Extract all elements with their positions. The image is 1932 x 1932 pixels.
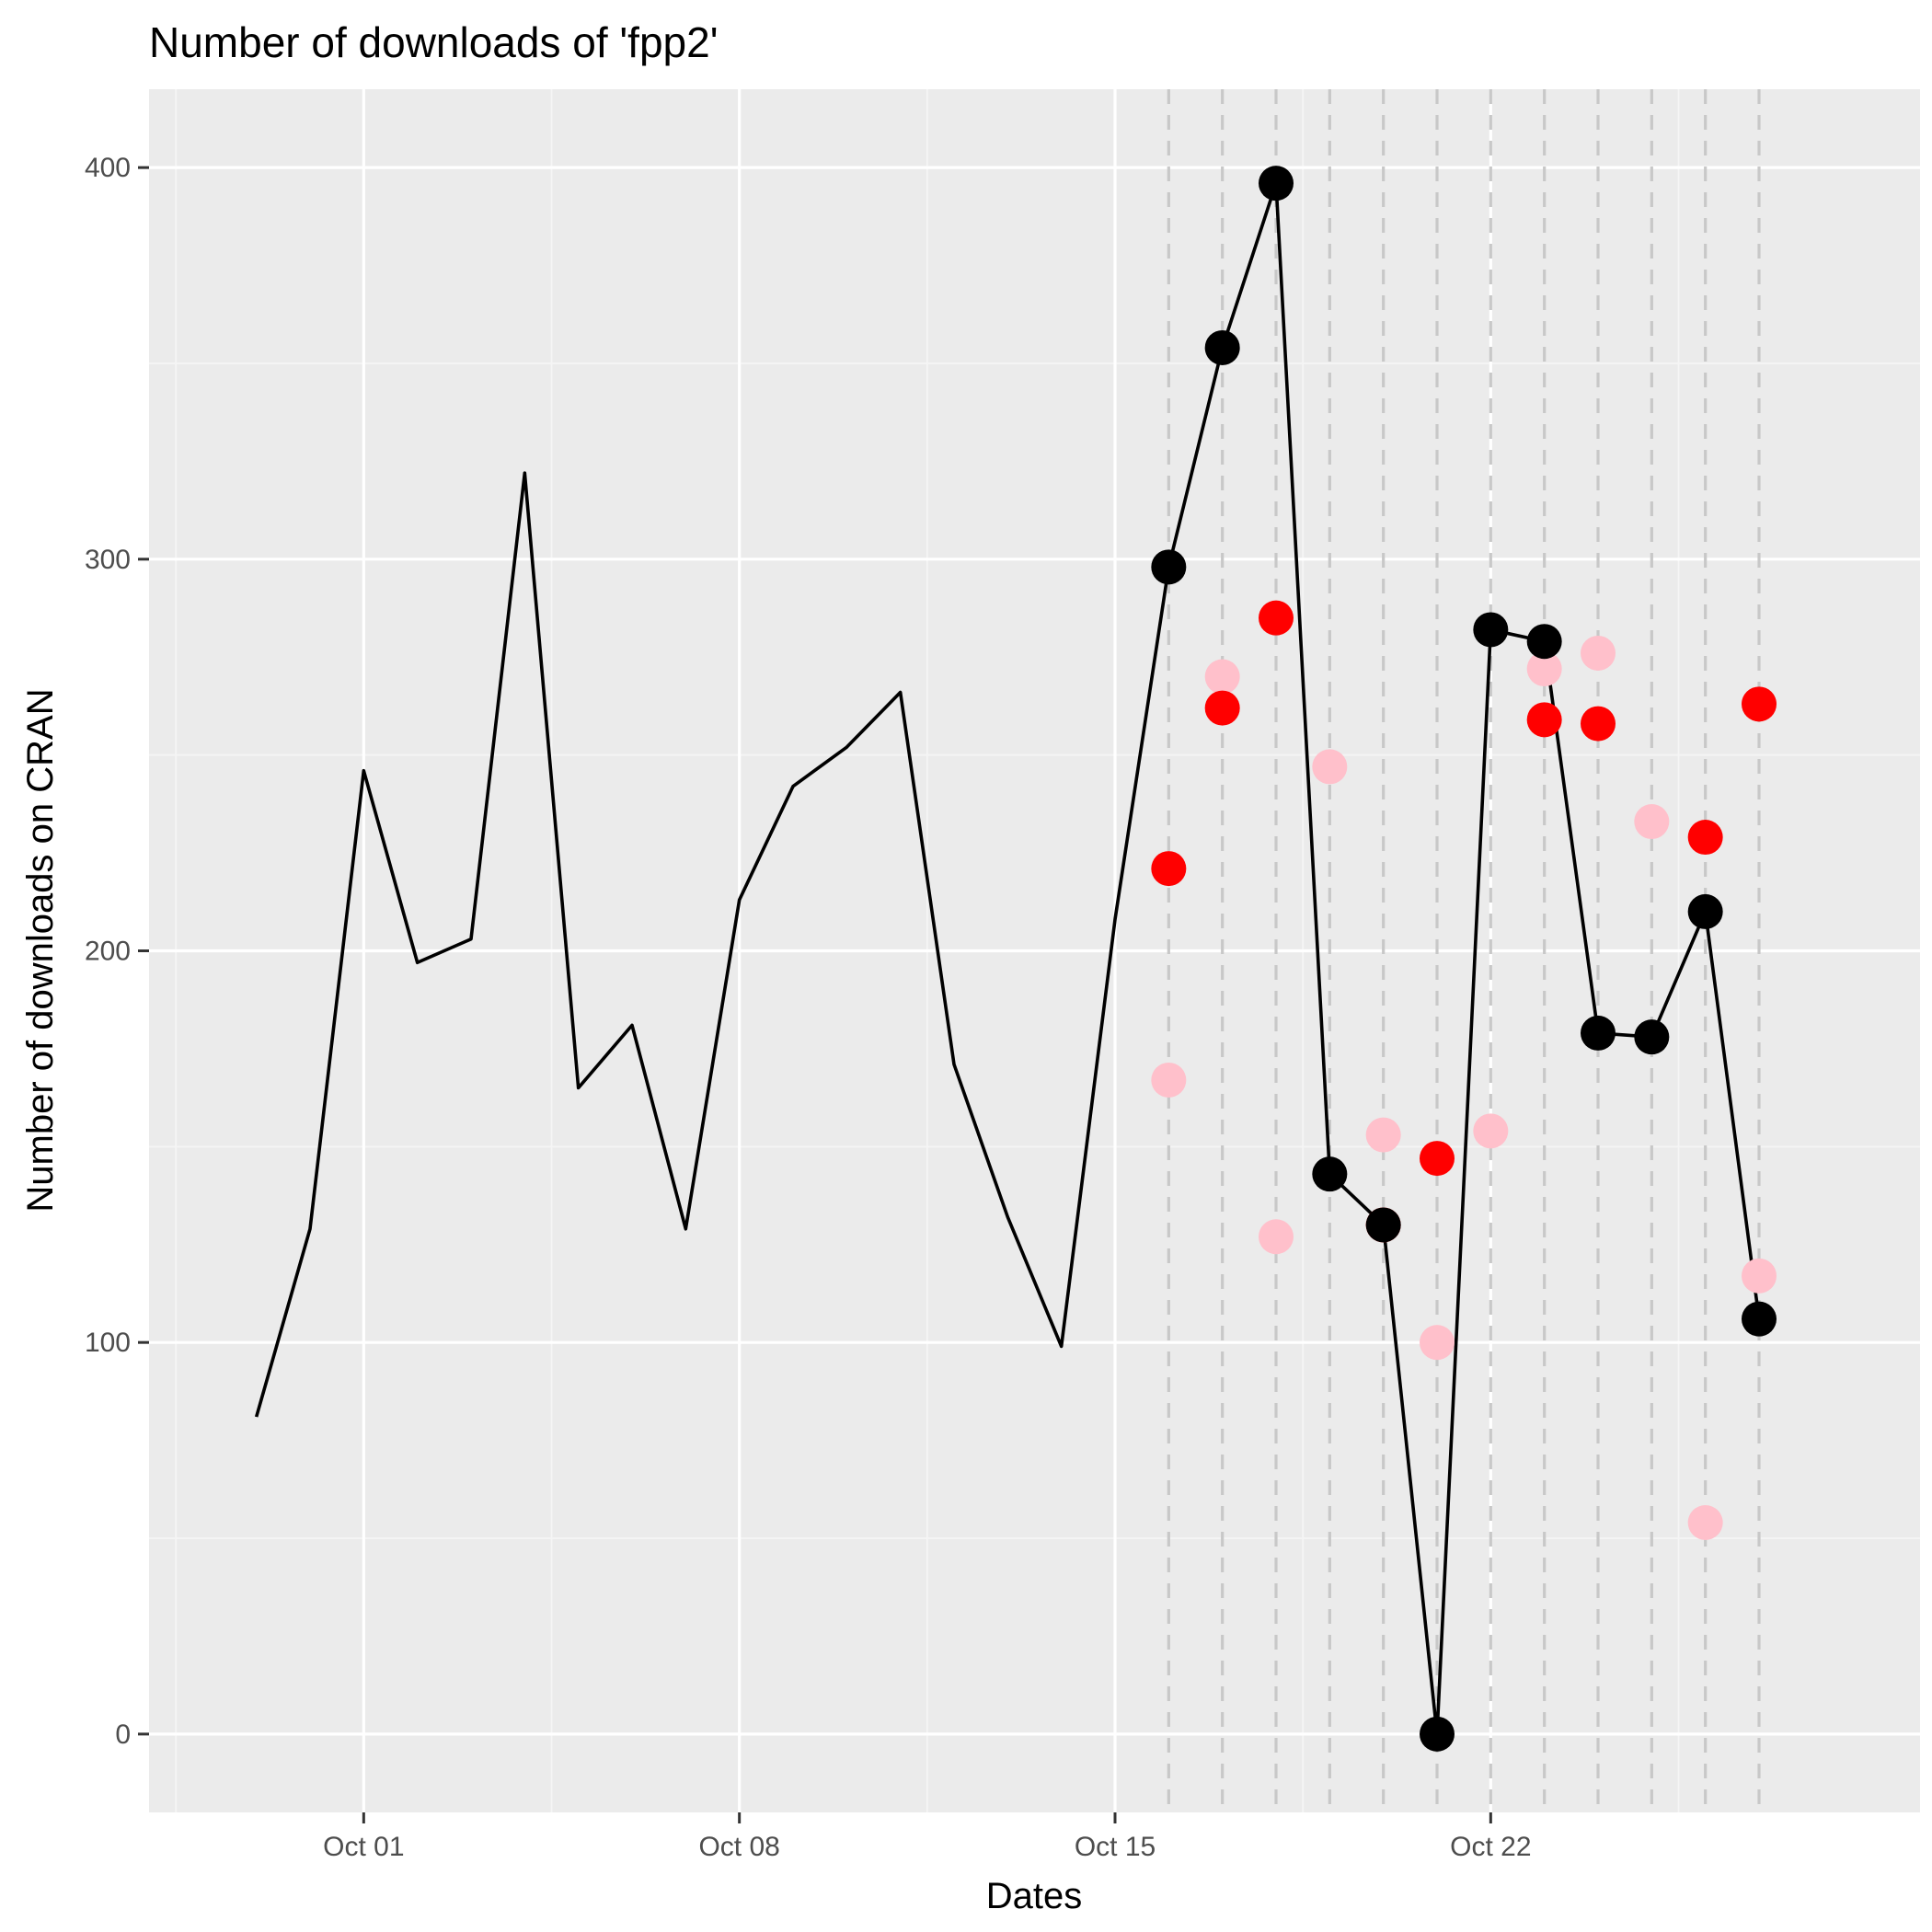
black-point [1742, 1301, 1777, 1337]
chart-title: Number of downloads of 'fpp2' [149, 18, 718, 66]
black-point [1473, 612, 1509, 648]
black-point [1581, 1015, 1616, 1051]
black-point [1687, 893, 1723, 929]
pink-point [1365, 1117, 1401, 1153]
y-tick-label: 400 [85, 153, 131, 183]
x-axis-ticks: Oct 01 Oct 08 Oct 15 Oct 22 [323, 1812, 1532, 1862]
dashed-vertical-lines [1167, 89, 1761, 1812]
pink-points [1151, 635, 1777, 1540]
red-point [1526, 702, 1562, 738]
y-tick-label: 300 [85, 545, 131, 575]
x-tick-label: Oct 15 [1075, 1832, 1156, 1862]
y-axis-ticks: 0 100 200 300 400 [85, 153, 149, 1750]
downloads-line [254, 181, 1761, 1736]
y-tick-label: 0 [115, 1719, 131, 1750]
black-point [1420, 1716, 1455, 1752]
black-point [1204, 329, 1240, 365]
pink-point [1526, 651, 1562, 687]
pink-point [1312, 749, 1348, 785]
pink-point [1581, 635, 1616, 671]
y-axis-title: Number of downloads on CRAN [20, 688, 61, 1212]
x-tick-label: Oct 22 [1450, 1832, 1531, 1862]
black-point [1312, 1156, 1348, 1192]
black-point [1526, 624, 1562, 660]
red-point [1204, 690, 1240, 726]
black-points [1151, 166, 1777, 1752]
pink-point [1687, 1504, 1723, 1540]
x-tick-label: Oct 01 [323, 1832, 404, 1862]
red-point [1742, 686, 1777, 722]
red-point [1151, 851, 1187, 887]
pink-point [1151, 1062, 1187, 1098]
black-point [1365, 1207, 1401, 1243]
y-tick-label: 200 [85, 937, 131, 967]
pink-point [1473, 1113, 1509, 1149]
x-tick-label: Oct 08 [698, 1832, 779, 1862]
black-point [1634, 1019, 1670, 1055]
red-point [1581, 706, 1616, 742]
pink-point [1259, 1219, 1294, 1255]
y-tick-label: 100 [85, 1328, 131, 1358]
pink-point [1420, 1325, 1455, 1361]
pink-point [1634, 804, 1670, 840]
x-axis-title: Dates [986, 1876, 1083, 1916]
black-point [1151, 549, 1187, 585]
black-point [1259, 166, 1294, 201]
red-point [1259, 600, 1294, 636]
red-point [1687, 820, 1723, 856]
pink-point [1742, 1258, 1777, 1294]
pink-point [1204, 659, 1240, 695]
red-point [1420, 1141, 1455, 1177]
